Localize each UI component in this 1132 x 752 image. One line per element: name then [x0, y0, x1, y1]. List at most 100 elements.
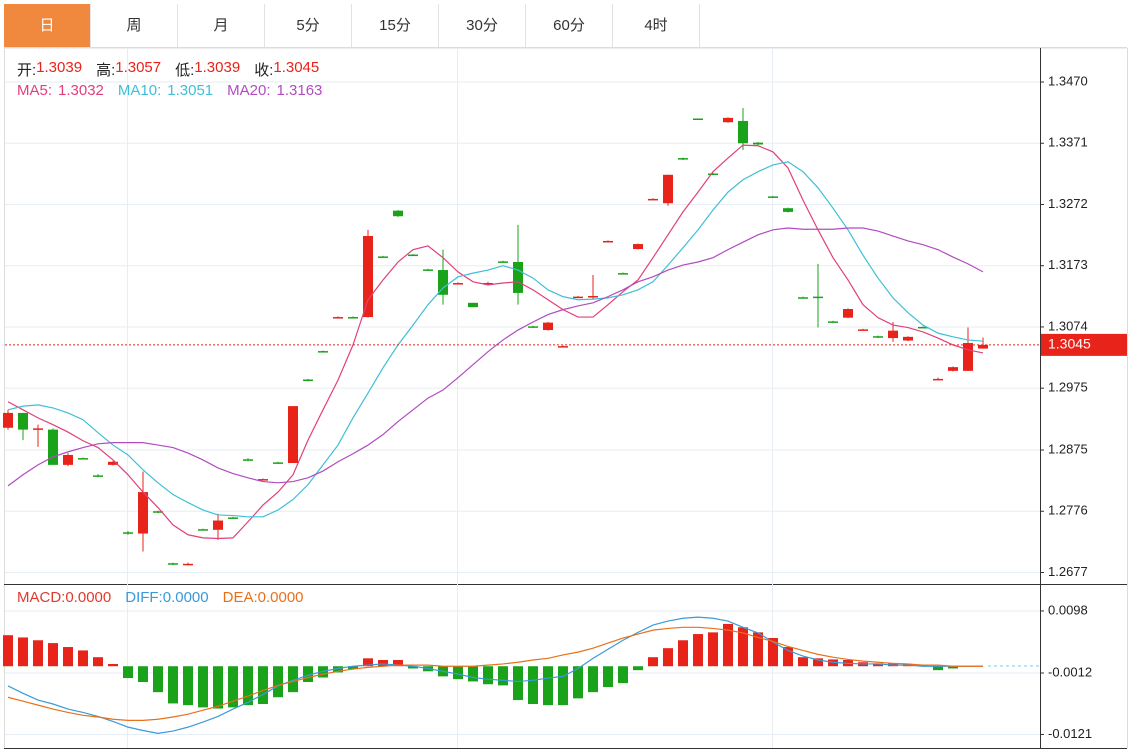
macd-bar [348, 666, 358, 670]
macd-bar [213, 666, 223, 709]
macd-bar [708, 632, 718, 667]
legend-label: MA10: [117, 82, 162, 99]
macd-bar [63, 647, 73, 667]
macd-bar [603, 666, 613, 688]
candle-body [63, 454, 73, 465]
macd-bar [168, 666, 178, 704]
y-tick-label: 1.3470 [1048, 73, 1088, 88]
period-tabs: 日周月 5分 15分 30分 60分 4时 [4, 4, 1127, 48]
candle-body [858, 329, 868, 331]
period-tab[interactable]: 15分 [352, 4, 439, 47]
candle-body [543, 322, 553, 331]
macd-bar [933, 666, 943, 671]
macd-bar [243, 666, 253, 706]
candle-body [468, 302, 478, 308]
candle-body [678, 158, 688, 160]
candle-body [918, 326, 928, 329]
candle-body [663, 174, 673, 204]
macd-bar [663, 648, 673, 667]
candle-body [228, 517, 238, 519]
legend-value: 0.0000 [65, 589, 112, 606]
candle-body [708, 173, 718, 176]
candle-body [888, 330, 898, 339]
y-tick-label: 1.3272 [1048, 196, 1088, 211]
candle-body [768, 196, 778, 198]
candle-body [198, 529, 208, 531]
readout-label: 收: [254, 62, 274, 79]
last-price-label: 1.3045 [1048, 336, 1091, 352]
period-tab[interactable]: 30分 [439, 4, 526, 47]
candle-body [588, 296, 598, 298]
macd-bar [543, 666, 553, 706]
period-tab[interactable]: 4时 [613, 4, 700, 47]
legend-value: 0.0000 [162, 589, 209, 606]
candle-body [513, 262, 523, 293]
macd-bar [123, 666, 133, 679]
macd-bar [783, 647, 793, 667]
macd-bar [333, 666, 343, 673]
period-tab[interactable]: 月 [178, 4, 265, 47]
candle-body [123, 532, 133, 534]
candle-body [693, 118, 703, 121]
candle-body [108, 461, 118, 465]
legend-label: MA5: [17, 82, 53, 99]
macd-bar [288, 666, 298, 693]
ohlc-readout: 开: 1.3039 高: 1.3057 低: 1.3039 收: 1.3045 [17, 59, 333, 80]
indicator-line [7, 616, 983, 734]
macd-bar [258, 666, 268, 705]
readout-value: 1.3045 [273, 59, 320, 76]
candle-body [258, 479, 268, 481]
y-tick-label: 1.3074 [1048, 318, 1088, 333]
candle-body [243, 459, 253, 461]
macd-bar [108, 663, 118, 667]
candle-body [978, 344, 988, 349]
macd-bar [528, 666, 538, 705]
legend-label: DIFF: [125, 589, 163, 606]
macd-bar [678, 640, 688, 667]
period-tab[interactable]: 5分 [265, 4, 352, 47]
macd-bar [513, 666, 523, 701]
candle-body [648, 198, 658, 201]
candle-body [618, 273, 628, 275]
macd-bar [573, 666, 583, 699]
macd-bar [648, 657, 658, 667]
macd-bar [18, 637, 28, 667]
macd-bar [633, 666, 643, 671]
legend-label: MACD: [17, 589, 66, 606]
macd-bar [228, 666, 238, 708]
candle-body [318, 351, 328, 353]
candle-body [423, 269, 433, 271]
candle-body [558, 346, 568, 348]
candle-body [183, 563, 193, 566]
readout-label: 开: [17, 62, 37, 79]
macd-bar [813, 658, 823, 667]
macd-bar [498, 666, 508, 686]
candle-body [333, 317, 343, 319]
candle-body [903, 336, 913, 341]
candle-body [393, 210, 403, 217]
candle-body [498, 261, 508, 263]
candle-body [828, 321, 838, 323]
readout-value: 1.3057 [115, 59, 162, 76]
period-tab[interactable]: 周 [91, 4, 178, 47]
candle-body [363, 236, 373, 318]
indicator-line [7, 626, 983, 721]
period-tab[interactable]: 日 [4, 4, 91, 47]
macd-bar [153, 666, 163, 693]
candle-body [138, 492, 148, 534]
candle-body [438, 270, 448, 295]
candle-body [453, 283, 463, 285]
macd-bar [588, 666, 598, 693]
macd-bar [303, 666, 313, 683]
candle-body [843, 309, 853, 318]
candle-body [948, 367, 958, 371]
macd-bar [723, 623, 733, 667]
macd-bar [693, 634, 703, 667]
candle-body [33, 428, 43, 430]
candle-body [738, 120, 748, 144]
macd-bar [33, 640, 43, 667]
candle-body [873, 336, 883, 338]
period-tab[interactable]: 60分 [526, 4, 613, 47]
